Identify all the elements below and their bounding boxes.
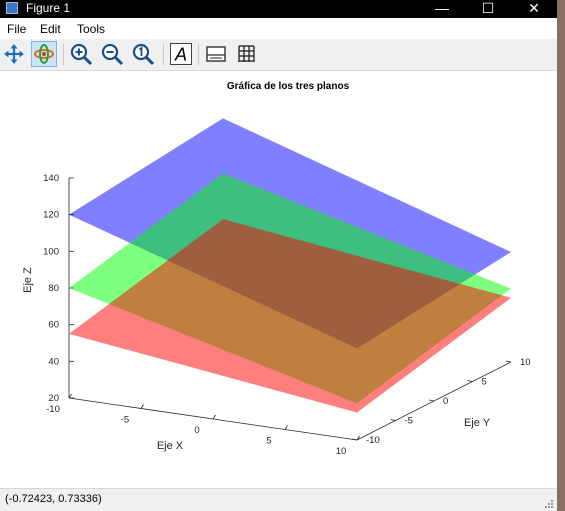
grid-icon — [238, 45, 255, 62]
text-icon: A — [170, 43, 192, 65]
plot-canvas[interactable]: Gráfica de los tres planos 20 40 60 80 100 12… — [0, 70, 557, 488]
x-tick-mark — [212, 414, 216, 420]
window-title: Figure 1 — [26, 1, 71, 15]
z-tick-label: 140 — [43, 173, 59, 184]
plot-title: Gráfica de los tres planos — [227, 81, 350, 92]
close-icon: ✕ — [528, 0, 540, 16]
x-tick-label: 0 — [194, 425, 199, 436]
x-axis-label: Eje X — [157, 440, 184, 452]
axes-box-icon — [206, 46, 226, 62]
x-tick-mark — [140, 404, 144, 409]
cursor-coordinates: (-0.72423, 0.73336) — [5, 493, 102, 505]
maximize-button[interactable]: ☐ — [465, 0, 511, 18]
z-tick-label: 20 — [48, 393, 59, 404]
axes-3d[interactable]: Gráfica de los tres planos 2040608010012… — [0, 70, 557, 488]
x-tick-label: 10 — [336, 446, 347, 457]
minimize-button[interactable]: — — [419, 0, 465, 18]
z-tick-label: 40 — [48, 356, 59, 367]
plane-red — [69, 219, 511, 413]
z-tick-label: 120 — [43, 210, 59, 221]
z-tick-label: 80 — [48, 283, 59, 294]
z-axis-label: Eje Z — [22, 267, 34, 293]
y-tick-label: -5 — [405, 416, 413, 427]
x-tick-label: 5 — [266, 436, 271, 447]
resize-grip-icon[interactable] — [544, 499, 554, 509]
x-tick-mark — [284, 425, 288, 430]
menu-tools[interactable]: Tools — [77, 22, 106, 36]
zoom-reset-button[interactable] — [130, 41, 156, 67]
figure-app-icon — [6, 2, 18, 14]
z-tick-label: 60 — [48, 320, 59, 331]
menu-bar: File Edit Tools — [0, 18, 557, 39]
toolbar: A — [0, 39, 557, 71]
y-tick-mark — [351, 438, 358, 441]
zoom-reset-icon — [132, 43, 155, 66]
rotate-3d-button[interactable] — [31, 41, 57, 67]
z-tick-label: 100 — [43, 246, 59, 257]
y-tick-label: 0 — [443, 396, 448, 407]
x-axis: -10 -5 0 5 10 — [46, 393, 360, 457]
x-tick-label: -5 — [121, 415, 129, 426]
status-bar: (-0.72423, 0.73336) — [0, 488, 557, 511]
y-tick-label: 5 — [482, 377, 487, 388]
planes-group — [69, 118, 511, 413]
minimize-icon: — — [435, 0, 449, 16]
toggle-grid-button[interactable] — [234, 41, 260, 67]
x-tick-label: -10 — [46, 404, 60, 415]
toolbar-separator — [163, 44, 164, 65]
menu-edit[interactable]: Edit — [40, 22, 61, 36]
y-tick-mark — [390, 419, 396, 421]
y-axis: -10 -5 0 5 10 — [351, 357, 531, 446]
pan-icon — [4, 44, 24, 64]
y-tick-label: -10 — [366, 435, 380, 446]
zoom-in-icon — [70, 43, 93, 66]
zoom-in-button[interactable] — [68, 41, 94, 67]
toggle-axes-box-button[interactable] — [203, 41, 229, 67]
zoom-out-icon — [101, 43, 124, 66]
title-bar: Figure 1 — ☐ ✕ — [0, 0, 557, 18]
y-tick-mark — [428, 399, 435, 402]
maximize-icon: ☐ — [481, 0, 495, 16]
svg-text:A: A — [174, 45, 187, 65]
z-axis: 20 40 60 80 100 120 140 — [43, 173, 74, 404]
y-tick-label: 10 — [520, 357, 531, 368]
insert-text-button[interactable]: A — [168, 41, 194, 67]
y-axis-label: Eje Y — [464, 417, 491, 429]
y-tick-mark — [467, 380, 473, 382]
toolbar-separator — [198, 44, 199, 65]
toolbar-separator — [63, 44, 64, 65]
x-tick-mark — [68, 393, 72, 399]
rotate-3d-icon — [34, 44, 54, 64]
zoom-out-button[interactable] — [99, 41, 125, 67]
x-tick-mark — [356, 435, 360, 441]
pan-button[interactable] — [1, 41, 27, 67]
y-tick-mark — [505, 360, 512, 363]
close-button[interactable]: ✕ — [511, 0, 557, 18]
menu-file[interactable]: File — [7, 22, 27, 36]
